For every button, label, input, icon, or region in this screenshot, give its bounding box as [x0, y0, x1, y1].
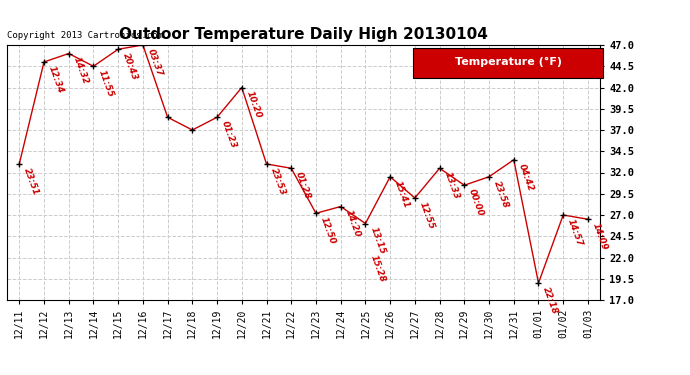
Text: 00:00: 00:00: [467, 188, 486, 218]
Text: 01:23: 01:23: [220, 120, 238, 150]
Text: Copyright 2013 Cartronics.com: Copyright 2013 Cartronics.com: [7, 31, 163, 40]
Text: 14:32: 14:32: [72, 56, 90, 86]
Text: 01:28: 01:28: [294, 171, 313, 201]
Text: 12:55: 12:55: [418, 201, 436, 231]
Text: 14:57: 14:57: [566, 217, 584, 248]
Text: 04:42: 04:42: [517, 162, 535, 192]
Text: 15:28: 15:28: [368, 253, 386, 283]
FancyBboxPatch shape: [413, 48, 603, 78]
Text: 23:53: 23:53: [270, 166, 288, 196]
Text: 14:09: 14:09: [591, 222, 609, 252]
Text: 13:33: 13:33: [442, 171, 461, 201]
Title: Outdoor Temperature Daily High 20130104: Outdoor Temperature Daily High 20130104: [119, 27, 488, 42]
Text: 13:15: 13:15: [368, 226, 386, 256]
Text: Temperature (°F): Temperature (°F): [455, 57, 562, 68]
Text: 12:34: 12:34: [47, 64, 65, 94]
Text: 12:50: 12:50: [319, 216, 337, 246]
Text: 03:37: 03:37: [146, 48, 164, 78]
Text: 15:41: 15:41: [393, 179, 411, 209]
Text: 22:18: 22:18: [542, 285, 560, 315]
Text: 23:51: 23:51: [22, 166, 41, 196]
Text: 20:43: 20:43: [121, 52, 139, 82]
Text: 14:20: 14:20: [344, 209, 362, 239]
Text: 10:20: 10:20: [245, 90, 263, 120]
Text: 23:58: 23:58: [492, 179, 510, 209]
Text: 11:55: 11:55: [97, 69, 115, 99]
